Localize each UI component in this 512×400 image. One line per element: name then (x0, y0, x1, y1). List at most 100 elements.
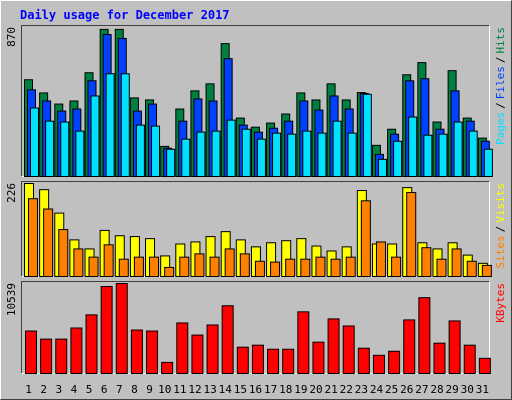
legend-entry: Pages (494, 112, 507, 145)
bar (375, 241, 386, 277)
bar (418, 297, 431, 375)
bar (267, 348, 280, 374)
bar (393, 140, 403, 178)
bar (408, 116, 418, 177)
x-tick-label: 26 (400, 383, 413, 396)
bar (70, 327, 83, 374)
x-tick-label: 31 (476, 383, 489, 396)
bar (391, 256, 402, 278)
legend: Pages / Files / Hits (494, 27, 507, 145)
x-tick-label: 1 (25, 383, 32, 396)
bar (342, 325, 355, 374)
bar (468, 130, 478, 177)
y-tick-label: 10539 (5, 283, 18, 316)
bar (332, 120, 342, 177)
bar (115, 283, 128, 374)
bar (254, 260, 265, 277)
bar (403, 319, 416, 375)
legend-entry: Hits (494, 27, 507, 54)
bar (73, 248, 84, 277)
bar (421, 247, 432, 277)
bar (438, 133, 448, 178)
bar (179, 256, 190, 278)
bar (270, 261, 281, 278)
bar (287, 133, 297, 178)
bar (118, 258, 129, 278)
x-tick-label: 25 (385, 383, 398, 396)
x-tick-label: 15 (234, 383, 247, 396)
x-tick-label: 28 (430, 383, 443, 396)
bar (272, 132, 282, 178)
bar (453, 121, 463, 178)
x-tick-label: 5 (86, 383, 93, 396)
bar (146, 330, 159, 374)
bar (221, 305, 234, 374)
bar (463, 344, 476, 374)
bar (251, 344, 264, 374)
bar (239, 253, 250, 278)
bar (433, 342, 446, 375)
bar (330, 258, 341, 278)
bar (28, 198, 38, 277)
legend-entry: Visits (494, 183, 507, 223)
bar (372, 354, 385, 375)
legend-separator: / (494, 226, 507, 233)
bar (377, 158, 387, 178)
x-tick-label: 12 (188, 383, 201, 396)
x-tick-label: 2 (40, 383, 47, 396)
legend-entry: Files (494, 66, 507, 99)
x-tick-label: 30 (461, 383, 474, 396)
legend-entry: KBytes (494, 283, 507, 323)
y-tick-label: 226 (5, 183, 18, 203)
bar (423, 134, 433, 177)
bar (90, 95, 100, 177)
bar (206, 324, 219, 375)
x-tick-label: 18 (279, 383, 292, 396)
bar (302, 130, 312, 177)
x-tick-label: 29 (446, 383, 459, 396)
bar (60, 121, 70, 178)
x-tick-label: 6 (101, 383, 108, 396)
bar (362, 93, 372, 177)
y-tick-label: 870 (5, 27, 18, 47)
bar (100, 286, 113, 374)
bar (481, 264, 492, 277)
bar (130, 329, 143, 375)
x-tick-label: 20 (309, 383, 322, 396)
panel-edge-dark (21, 25, 490, 177)
bar (25, 330, 37, 374)
x-tick-label: 11 (173, 383, 186, 396)
bar (120, 73, 130, 177)
bar (357, 347, 370, 375)
bar (436, 258, 447, 278)
bar (256, 138, 266, 177)
x-tick-label: 9 (146, 383, 153, 396)
bar (388, 350, 401, 375)
bar (135, 124, 145, 177)
bar (483, 148, 493, 178)
panel-edge-dark (21, 181, 490, 277)
legend-separator: / (494, 102, 507, 109)
x-tick-label: 21 (325, 383, 338, 396)
bar (300, 258, 311, 278)
x-tick-label: 10 (158, 383, 171, 396)
legend-separator: / (494, 57, 507, 64)
bar (43, 208, 54, 277)
bar (226, 119, 236, 177)
bar (317, 132, 327, 178)
bar (191, 334, 204, 374)
legend: Sites / Visits (494, 183, 507, 269)
bar (448, 320, 461, 375)
bar (45, 120, 55, 177)
panel-edge-dark (21, 281, 490, 374)
bar (103, 244, 114, 278)
bar (451, 248, 462, 277)
bar (466, 260, 477, 277)
x-tick-label: 17 (264, 383, 277, 396)
bar (133, 256, 144, 278)
bar (30, 107, 39, 177)
bar (166, 148, 176, 178)
